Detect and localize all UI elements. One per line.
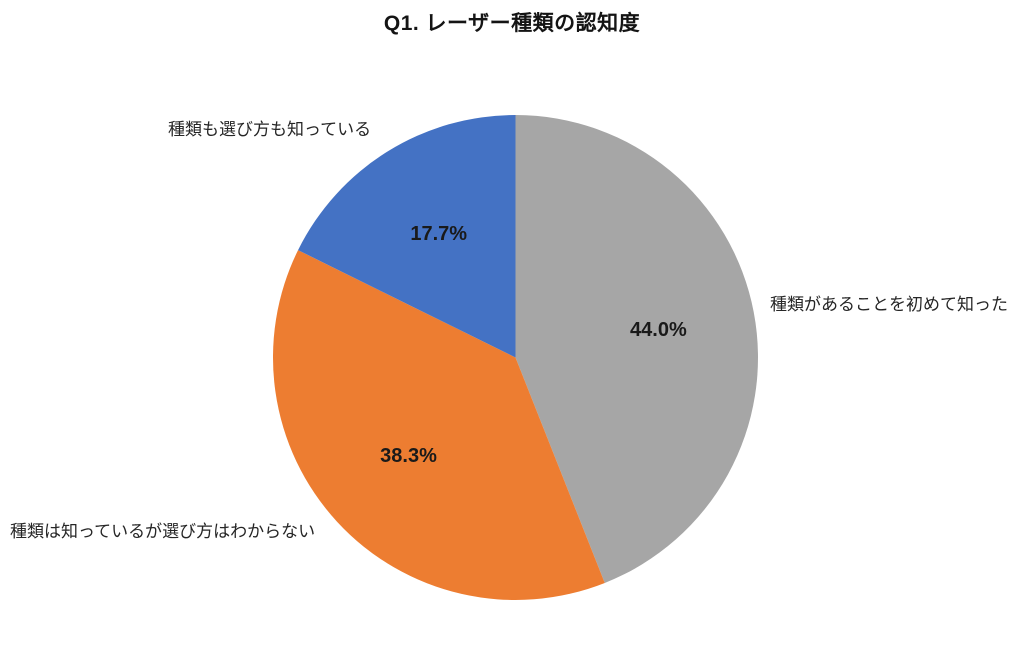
- pie-slice-first-learned: [515, 115, 758, 583]
- pie-slice-know-type-and-choice: [298, 114, 516, 358]
- pie-slice-know-type-not-choice: [272, 250, 605, 601]
- pie-value-label-know-type-and-choice: 17.7%: [410, 223, 467, 245]
- slice-label-know-type-not-choice: 種類は知っているが選び方はわからない: [10, 522, 316, 541]
- pie-value-label-first-learned: 44.0%: [630, 319, 687, 341]
- slice-label-know-type-and-choice: 種類も選び方も知っている: [168, 120, 372, 139]
- chart-title: Q1. レーザー種類の認知度: [383, 12, 641, 35]
- slice-label-first-learned: 種類があることを初めて知った: [770, 295, 1008, 314]
- pie-value-label-know-type-not-choice: 38.3%: [380, 445, 437, 467]
